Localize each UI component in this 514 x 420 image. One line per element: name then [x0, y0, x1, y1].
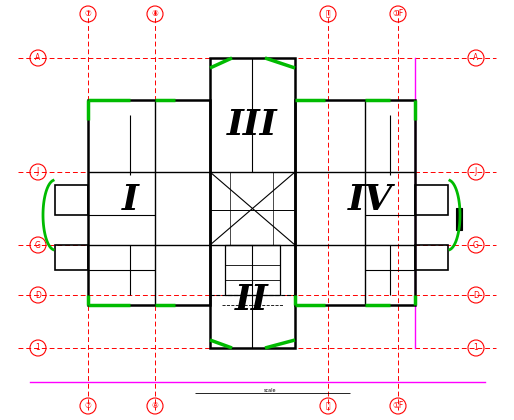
- Text: G: G: [473, 241, 479, 249]
- Text: J: J: [37, 168, 39, 176]
- Text: 1: 1: [35, 344, 41, 352]
- Text: ⑦: ⑦: [85, 402, 91, 410]
- Bar: [456, 208, 462, 230]
- Text: 1: 1: [473, 344, 479, 352]
- Text: A: A: [35, 53, 41, 63]
- Text: ⑪: ⑪: [326, 10, 331, 18]
- Text: D: D: [35, 291, 41, 299]
- Bar: [415, 185, 448, 215]
- Text: II: II: [235, 283, 269, 317]
- Text: IV: IV: [347, 183, 392, 217]
- Text: scale: scale: [264, 388, 276, 393]
- Text: ⑧: ⑧: [152, 402, 158, 410]
- Bar: [225, 245, 280, 295]
- Bar: [55, 245, 88, 270]
- Text: ①F: ①F: [392, 10, 403, 18]
- Bar: [415, 245, 448, 270]
- Text: D: D: [473, 291, 479, 299]
- Text: ⑧: ⑧: [152, 10, 158, 18]
- Text: ⑪: ⑪: [326, 402, 331, 410]
- Text: J: J: [475, 168, 477, 176]
- Bar: [55, 185, 88, 215]
- Text: ①F: ①F: [392, 402, 403, 410]
- Text: A: A: [473, 53, 479, 63]
- Bar: [295, 100, 415, 305]
- Bar: [88, 100, 210, 305]
- Text: G: G: [35, 241, 41, 249]
- Text: III: III: [227, 108, 278, 142]
- Text: ⑦: ⑦: [85, 10, 91, 18]
- Text: I: I: [122, 183, 138, 217]
- Bar: [210, 58, 295, 348]
